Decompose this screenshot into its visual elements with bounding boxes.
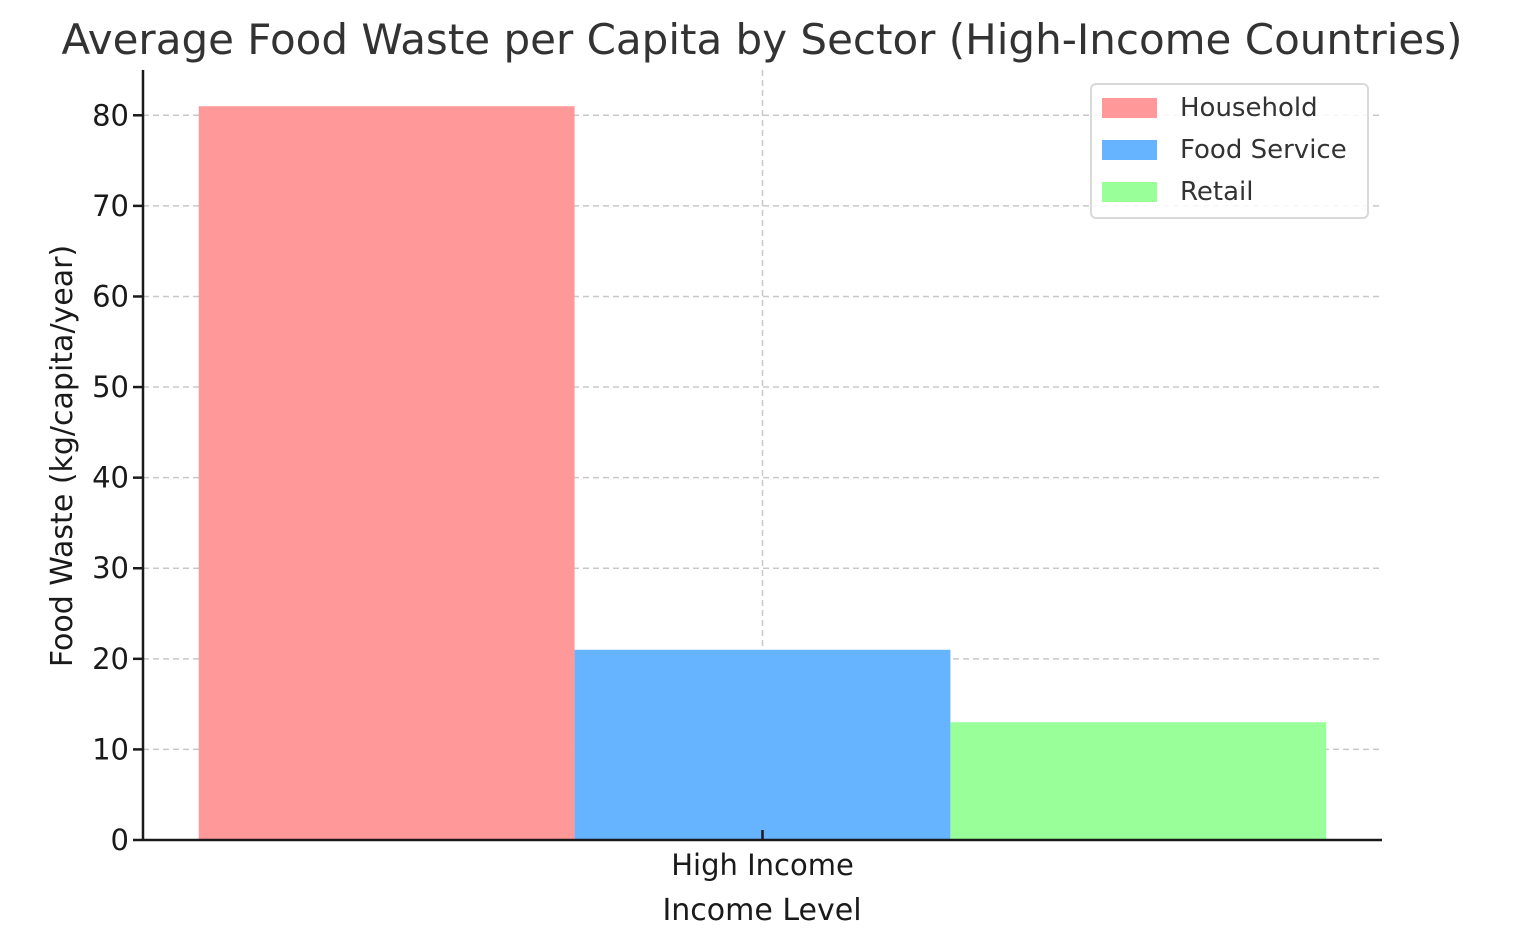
bar-retail [950,722,1327,840]
legend-label: Household [1180,93,1318,123]
chart-title: Average Food Waste per Capita by Sector … [61,15,1462,64]
legend-items: Household Food Service Retail [1102,93,1347,207]
legend-swatch [1102,98,1157,118]
legend-label: Food Service [1180,135,1347,165]
y-tick-label: 40 [92,461,129,495]
x-axis-label: Income Level [662,893,861,928]
y-tick-label: 0 [111,823,129,857]
y-tick-label: 60 [92,279,129,313]
y-tick-label: 80 [92,98,129,132]
legend-swatch [1102,182,1157,202]
x-tick-label: High Income [671,848,854,882]
legend-box [1090,83,1369,219]
y-tick-label: 30 [92,551,129,585]
legend: Household Food Service Retail [1090,83,1369,219]
y-tick-label: 50 [92,370,129,404]
y-axis-ticks: 0 10 20 30 40 50 60 70 80 [92,98,143,857]
y-tick-label: 70 [92,189,129,223]
y-tick-label: 20 [92,642,129,676]
bars [198,106,1327,840]
x-axis-ticks: High Income [671,830,854,882]
legend-swatch [1102,140,1157,160]
bar-food-service [574,649,951,840]
y-axis-label: Food Waste (kg/capita/year) [45,245,80,667]
y-tick-label: 10 [92,732,129,766]
bar-household [198,106,575,840]
legend-label: Retail [1180,177,1253,207]
